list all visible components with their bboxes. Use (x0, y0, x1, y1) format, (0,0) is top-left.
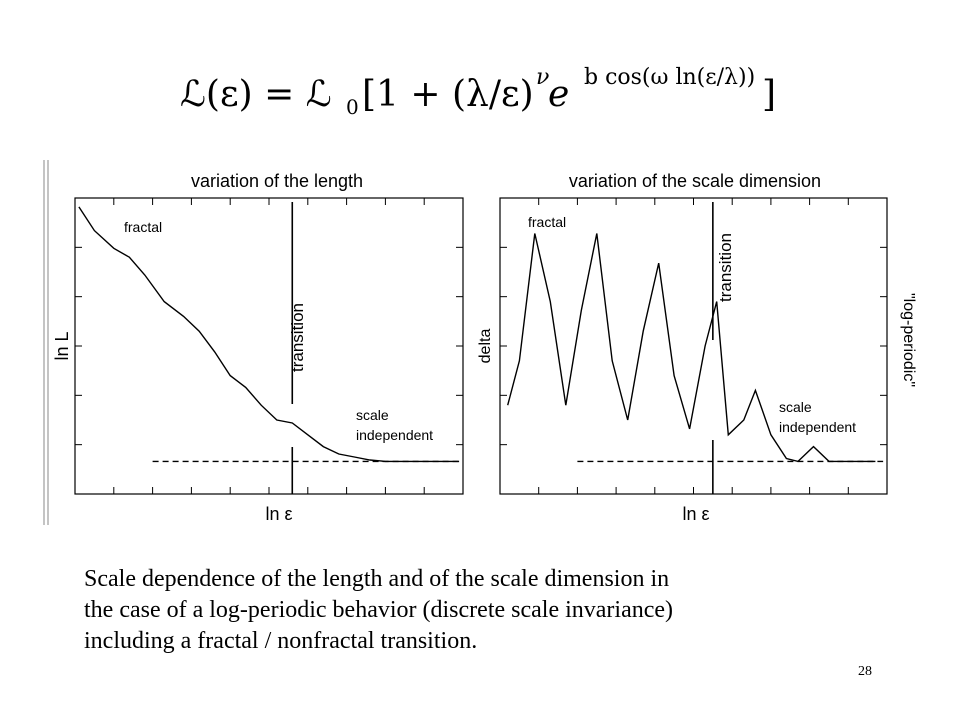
panel-scale-dimension-fractal-label: fractal (528, 214, 566, 230)
formula-nu: ν (536, 65, 549, 90)
caption-line-3: including a fractal / nonfractal transit… (84, 628, 478, 654)
panel-scale-dimension-scale-label: scale (779, 399, 812, 415)
panel-scale-dimension-ticks (500, 198, 887, 494)
formula-close: ] (762, 74, 776, 115)
formula-e: e (548, 74, 569, 115)
formula-subscript: 0 (346, 95, 359, 119)
caption-line-1: Scale dependence of the length and of th… (84, 566, 670, 592)
formula-lhs: ℒ(ε) = ℒ (180, 74, 332, 115)
panel-scale-dimension-title: variation of the scale dimension (569, 171, 821, 191)
panel-length-independent-label: independent (356, 427, 433, 443)
formula-exponent: b cos(ω ln(ε/λ)) (584, 65, 755, 90)
caption: Scale dependence of the length and of th… (84, 564, 884, 657)
panel-length-fractal-label: fractal (124, 219, 162, 235)
panel-scale-dimension-curve (507, 233, 876, 463)
panel-length: variation of the length fractal transiti… (52, 171, 464, 524)
panel-scale-dimension-ylabel: delta (477, 329, 494, 364)
formula: ℒ(ε) = ℒ 0 [1 + (λ/ε) ν e b cos(ω ln(ε/λ… (180, 65, 776, 119)
panel-scale-dimension-frame (499, 197, 888, 495)
panel-length-ticks (75, 198, 463, 494)
panel-length-scale-label: scale (356, 407, 389, 423)
panel-scale-dimension: variation of the scale dimension fractal… (477, 171, 917, 524)
panel-length-title: variation of the length (191, 171, 363, 191)
panel-length-xlabel: ln ε (265, 504, 292, 524)
panel-length-transition-label: transition (288, 303, 307, 372)
panel-length-frame (74, 197, 464, 495)
caption-line-2: the case of a log-periodic behavior (dis… (84, 597, 674, 623)
panel-scale-dimension-xlabel: ln ε (682, 504, 709, 524)
panel-length-curve (78, 206, 460, 463)
page-number: 28 (858, 664, 872, 679)
panel-scale-dimension-independent-label: independent (779, 419, 856, 435)
formula-body: [1 + (λ/ε) (362, 74, 534, 115)
panel-scale-dimension-right-label: "log-periodic" (900, 293, 917, 387)
panel-scale-dimension-transition-label: transition (716, 233, 735, 302)
panel-length-ylabel: ln L (52, 331, 72, 360)
figure: variation of the length fractal transiti… (43, 160, 917, 525)
